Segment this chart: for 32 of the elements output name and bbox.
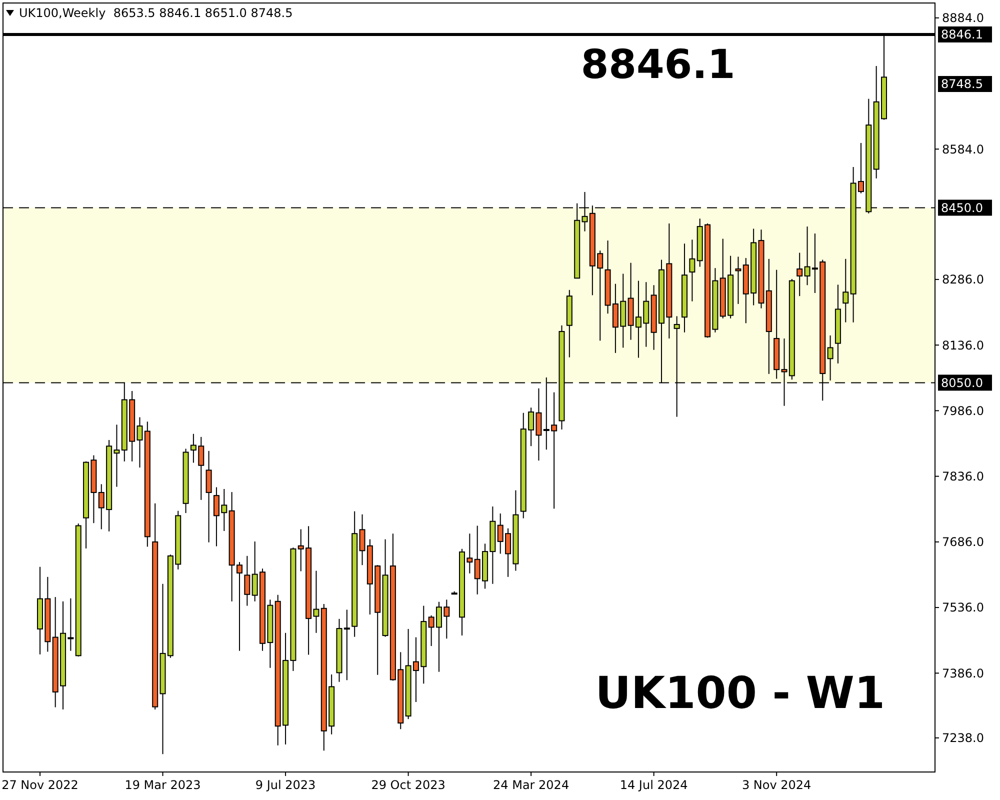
candlestick [689,239,696,302]
candlestick [244,555,250,606]
candlestick [796,252,803,297]
x-tick-label: 9 Jul 2023 [255,778,316,792]
y-tick-label: 8286.0 [942,272,984,287]
x-tick-label: 29 Oct 2023 [371,778,446,792]
y-tick-label: 7686.0 [942,535,984,550]
candlestick [206,450,212,543]
text: 8748.5 [941,77,983,92]
y-tick-label: 7536.0 [942,600,984,615]
y-tick-label: 8584.0 [942,142,984,156]
ref-line-label: 8450.0 [941,200,983,215]
y-tick-label: 7386.0 [942,666,984,680]
ref-line-label: 8050.0 [941,376,983,390]
candlestick [344,609,350,681]
annotation: UK100 - W1 [595,668,885,719]
chart-title: UK100,Weekly 8653.5 8846.1 8651.0 8748.5 [19,6,293,20]
candlestick [827,334,834,381]
x-tick-label: 27 Nov 2022 [2,778,78,792]
candlestick [735,256,742,304]
y-tick-label: 8136.0 [942,338,984,352]
x-tick-label: 3 Nov 2024 [742,778,812,792]
ref-line-label: 8846.1 [941,28,983,42]
y-tick-label: 7238.0 [942,731,984,746]
annotation: 8846.1 [580,42,736,88]
candlestick [842,258,849,323]
x-tick-label: 19 Mar 2023 [124,778,201,792]
x-tick-label: 14 Jul 2024 [620,778,688,792]
y-tick-label: 8884.0 [942,11,984,26]
y-tick-label: 7986.0 [942,404,984,418]
x-tick-label: 24 Mar 2024 [493,778,570,792]
y-tick-label: 7836.0 [942,470,984,484]
